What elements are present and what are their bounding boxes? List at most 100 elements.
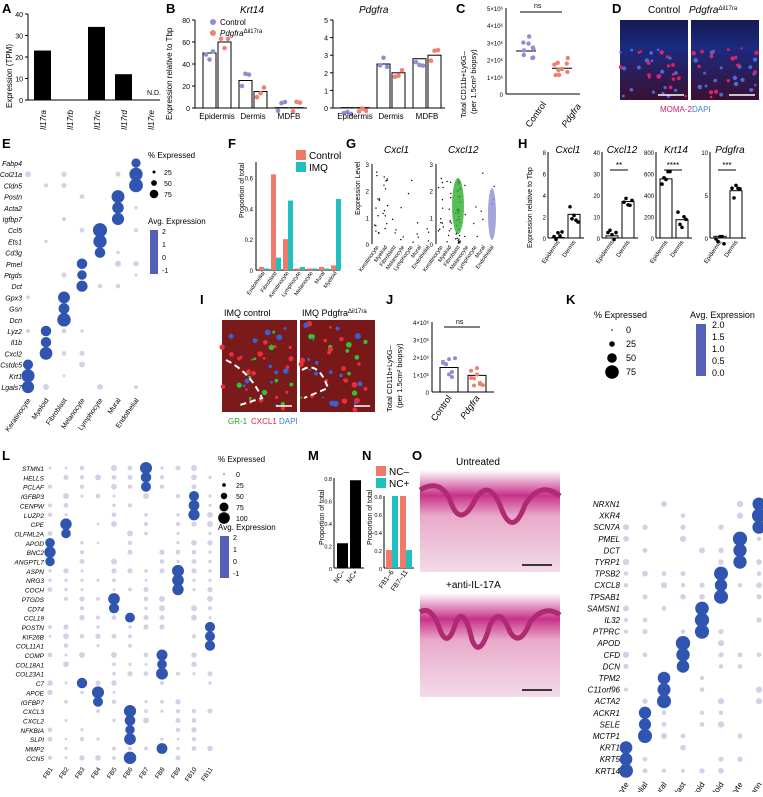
panel-k-dot	[699, 547, 705, 553]
panel-h-xtick-label: Dermis	[616, 240, 632, 259]
panel-d-stain-dot	[736, 64, 739, 67]
panel-i-stain-dot	[300, 396, 302, 398]
panel-h-point	[610, 233, 614, 237]
panel-l-gene-label: ASPN	[25, 569, 44, 576]
panel-l-dot	[192, 559, 197, 564]
panel-label-b: B	[166, 1, 175, 16]
panel-l-size-legend-label: 0	[236, 472, 240, 479]
panel-k-dot	[733, 544, 746, 557]
panel-d-stain-dot	[697, 65, 701, 69]
panel-j-ns: ns	[456, 319, 464, 326]
panel-m: M Proportion of total 00.20.40.60.8NC–NC…	[308, 448, 364, 585]
panel-g-point	[440, 222, 441, 223]
panel-i-stain-dot	[229, 352, 234, 357]
panel-l-size-legend-label: 50	[236, 494, 244, 501]
panel-f-bar-control	[259, 267, 264, 270]
panel-l-dot	[111, 465, 117, 471]
panel-l-dot	[49, 635, 52, 638]
panel-e-size-legend-dot	[151, 180, 157, 186]
panel-l-dot	[93, 697, 103, 707]
panel-i-stain-dot	[240, 356, 243, 359]
panel-l-gene-label: NFKBIA	[21, 728, 44, 735]
panel-l-dot	[65, 467, 68, 470]
panel-l-color-legend-label: 0	[233, 559, 237, 566]
panel-i-stain-dot	[259, 399, 262, 402]
panel-n-bar-nc-minus	[400, 496, 406, 568]
panel-l-dot	[208, 476, 211, 479]
panel-l-dot	[60, 518, 71, 529]
panel-g-point	[411, 180, 412, 181]
panel-d-stain-dot	[754, 84, 756, 86]
panel-l-dot	[111, 652, 117, 658]
panel-l-dot	[124, 752, 137, 765]
panel-o-title-untreated: Untreated	[456, 457, 500, 468]
panel-k-dot	[657, 683, 670, 696]
panel-l-dot	[128, 644, 132, 648]
panel-e-dot	[43, 384, 49, 390]
panel-b: B Krt14 Pdgfra Expression relative to Tb…	[165, 1, 445, 121]
panel-k-dot	[662, 710, 667, 715]
panel-m-ytick-label: 0.4	[324, 522, 332, 528]
panel-l-dot	[128, 746, 132, 750]
panel-l-dot	[128, 663, 131, 666]
panel-k-dot	[719, 757, 724, 762]
panel-k-dot	[676, 648, 689, 661]
panel-l-dot	[208, 606, 212, 610]
panel-i-stain-dot	[329, 326, 332, 329]
panel-f-plot: 00.20.40.6EndothelialFibroblastKeratinoc…	[245, 162, 341, 299]
panel-g-violin-endothelial	[488, 188, 496, 240]
panel-i-stain-dot	[315, 361, 319, 365]
panel-h-point	[622, 200, 626, 204]
panel-label-d: D	[612, 1, 621, 16]
panel-h-ytick-label: 2	[543, 216, 547, 222]
panel-d-stain-dot	[753, 58, 757, 62]
panel-d-stain-dot	[630, 88, 634, 92]
panel-l-dot	[95, 634, 100, 639]
panel-g-point	[394, 232, 395, 233]
panel-l-dot	[80, 475, 84, 479]
panel-g-point	[442, 208, 443, 209]
panel-b-legend-ko-dot	[210, 30, 216, 36]
panel-l-dot	[143, 624, 148, 629]
panel-k-gene-label: SAMSN1	[587, 604, 620, 613]
panel-i-stain-dot	[220, 345, 225, 350]
panel-label-e: E	[2, 136, 11, 151]
panel-i-legend-gr1: GR-1	[228, 417, 248, 426]
panel-l-dot	[127, 568, 132, 573]
panel-b-legend-control-dot	[210, 19, 216, 25]
panel-d-stain-dot	[619, 65, 623, 69]
panel-e-gene-label: Dct	[12, 284, 24, 291]
panel-b-point	[219, 36, 224, 41]
panel-i-stain-dot	[251, 371, 256, 376]
panel-i-stain-dot	[355, 355, 360, 360]
panel-b-bar	[428, 55, 441, 108]
panel-d-stain-dot	[748, 65, 752, 69]
panel-l-dot	[64, 597, 68, 601]
panel-l-dot	[125, 715, 136, 726]
panel-e-gene-label: Krt1	[9, 374, 22, 381]
panel-b-point	[211, 49, 216, 54]
panel-l-dot	[45, 557, 54, 566]
panel-l-dot	[191, 540, 197, 546]
panel-e-dot	[25, 171, 31, 177]
panel-label-o: O	[412, 448, 422, 463]
panel-k-dot	[718, 629, 723, 634]
panel-k-dot	[738, 734, 743, 739]
panel-k-col-label: Keratinocyte	[598, 780, 631, 792]
panel-l-dot	[192, 709, 196, 713]
panel-l-dot	[208, 504, 211, 507]
panel-n-bar-nc-plus	[392, 496, 398, 568]
panel-d-stain-dot	[671, 63, 675, 67]
panel-h-point	[738, 187, 742, 191]
panel-l-dot	[97, 523, 100, 526]
panel-a-bar	[34, 51, 51, 100]
panel-g-point	[475, 206, 476, 207]
panel-k-dot	[680, 571, 685, 576]
panel-j-bar	[440, 368, 458, 393]
panel-g-point	[377, 215, 378, 216]
panel-l-dot	[157, 743, 168, 754]
panel-l-dot	[160, 681, 164, 685]
panel-i-stain-dot	[342, 398, 347, 403]
panel-l-dot	[44, 546, 55, 557]
panel-i-stain-dot	[249, 397, 252, 400]
